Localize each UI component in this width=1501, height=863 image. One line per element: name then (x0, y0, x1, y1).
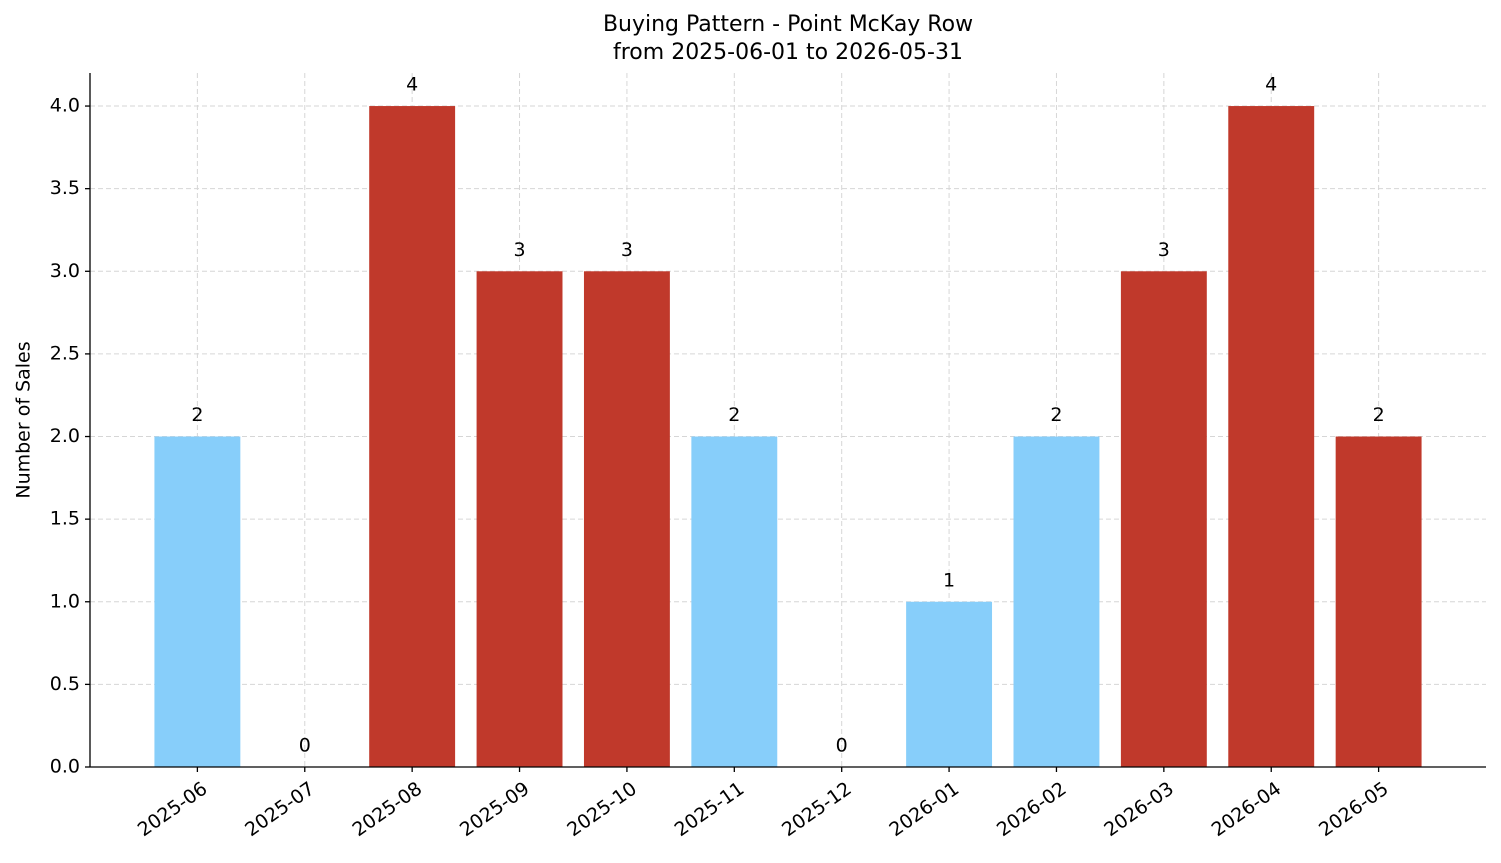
data-label: 4 (406, 74, 418, 96)
bar (476, 271, 563, 767)
bar (583, 271, 670, 767)
chart-title: Buying Pattern - Point McKay Row (603, 12, 973, 37)
y-tick-label: 1.5 (50, 508, 80, 530)
bar (691, 436, 778, 767)
x-tick-label: 2025-11 (671, 778, 749, 842)
x-tick-label: 2026-04 (1208, 778, 1286, 842)
data-label: 1 (943, 569, 955, 591)
bar (369, 106, 456, 768)
x-tick-label: 2026-03 (1100, 778, 1178, 842)
data-label: 3 (1158, 239, 1170, 261)
x-tick-label: 2026-01 (885, 778, 963, 842)
data-label: 0 (836, 735, 848, 757)
data-label: 2 (1373, 404, 1385, 426)
bar (1228, 106, 1315, 768)
y-tick-label: 3.0 (50, 260, 80, 282)
data-label: 0 (299, 735, 311, 757)
x-tick-label: 2026-02 (993, 778, 1071, 842)
y-axis-label: Number of Sales (13, 341, 35, 498)
x-tick-label: 2025-09 (456, 778, 534, 842)
y-tick-label: 4.0 (50, 95, 80, 117)
x-tick-label: 2025-07 (241, 778, 319, 842)
bar (906, 601, 993, 767)
y-tick-label: 0.5 (50, 673, 80, 695)
data-label: 2 (191, 404, 203, 426)
y-tick-label: 2.5 (50, 342, 80, 364)
chart-subtitle: from 2025-06-01 to 2026-05-31 (613, 40, 963, 65)
data-label: 2 (1050, 404, 1062, 426)
x-tick-label: 2026-05 (1315, 778, 1393, 842)
x-tick-label: 2025-12 (778, 778, 856, 842)
data-label: 3 (621, 239, 633, 261)
data-label: 3 (513, 239, 525, 261)
data-label: 2 (728, 404, 740, 426)
y-tick-label: 2.0 (50, 425, 80, 447)
bar (154, 436, 241, 767)
y-tick-label: 1.0 (50, 590, 80, 612)
data-label: 4 (1265, 74, 1277, 96)
x-tick-label: 2025-08 (349, 778, 427, 842)
y-tick-label: 0.0 (50, 756, 80, 778)
y-tick-label: 3.5 (50, 177, 80, 199)
bar (1120, 271, 1207, 767)
x-tick-label: 2025-06 (134, 778, 212, 842)
bar (1335, 436, 1422, 767)
x-tick-label: 2025-10 (563, 778, 641, 842)
bar (1013, 436, 1100, 767)
